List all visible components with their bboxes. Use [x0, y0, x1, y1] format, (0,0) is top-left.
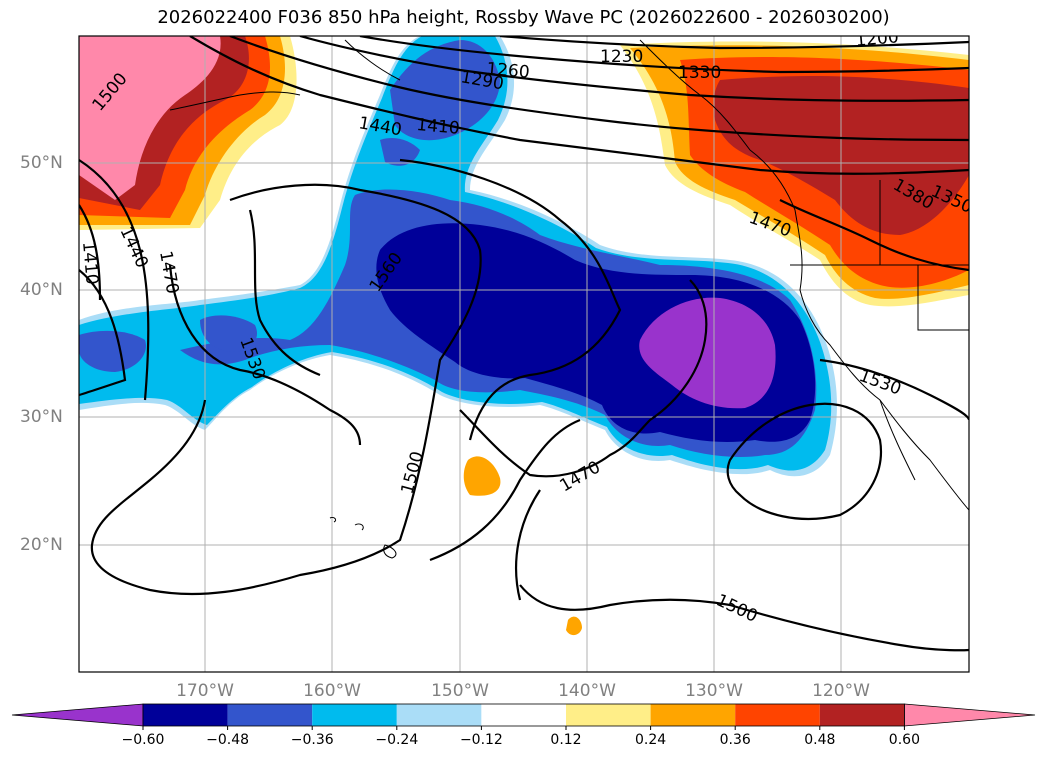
colorbar-swatch: [735, 704, 820, 726]
colorbar-tick-label: 0.48: [804, 732, 836, 748]
contour-label: 1260: [486, 59, 531, 83]
lon-label: 140°W: [558, 681, 616, 701]
contour-label: 1470: [155, 249, 182, 295]
lat-label: 20°N: [20, 535, 63, 555]
colorbar-tick-label: −0.48: [206, 732, 250, 748]
colorbar-tick-label: −0.24: [375, 732, 419, 748]
colorbar-swatch: [143, 704, 228, 726]
colorbar-swatch: [396, 704, 482, 726]
contour-label: 1470: [557, 457, 604, 496]
map-frame: [78, 35, 970, 673]
colorbar-extend-low: [11, 703, 144, 727]
positive-patch-central: [463, 456, 501, 496]
colorbar-swatch: [481, 704, 566, 726]
contour-label: 1440: [115, 224, 151, 272]
contour-label: 1500: [398, 449, 429, 496]
map-title: 2026022400 F036 850 hPa height, Rossby W…: [157, 7, 890, 28]
contour-label: 1410: [416, 115, 461, 139]
colorbar-swatch: [819, 704, 905, 726]
contour-label: 1330: [678, 63, 721, 83]
height-contours: [79, 36, 969, 652]
lat-label: 50°N: [20, 153, 63, 173]
colorbar-swatch: [227, 704, 313, 726]
coastlines: [169, 39, 969, 559]
colorbar-swatch: [650, 704, 736, 726]
graticule: [79, 36, 969, 672]
lon-label: 150°W: [431, 681, 489, 701]
colorbar-swatch: [312, 704, 397, 726]
colorbar-swatch: [566, 704, 651, 726]
lon-label: 120°W: [812, 681, 870, 701]
colorbar: [11, 703, 1036, 730]
colorbar-tick-label: 0.36: [719, 732, 751, 748]
contour-label: 1230: [600, 47, 643, 67]
positive-patch-south: [566, 616, 582, 636]
contour-label: 1410: [78, 241, 102, 286]
lon-label: 160°W: [303, 681, 361, 701]
colorbar-tick-label: 0.60: [888, 732, 920, 748]
colorbar-tick-label: 0.24: [635, 732, 667, 748]
lon-label: 170°W: [176, 681, 234, 701]
colorbar-extend-high: [904, 703, 1036, 727]
colorbar-tick-label: −0.60: [121, 732, 165, 748]
colorbar-tick-label: −0.36: [290, 732, 334, 748]
positive-anomaly-northwest: [79, 36, 297, 230]
colorbar-outline: [142, 703, 905, 727]
lat-label: 30°N: [20, 407, 63, 427]
colorbar-tick-label: −0.12: [459, 732, 503, 748]
contour-label: 1530: [856, 366, 903, 400]
lon-label: 130°W: [685, 681, 743, 701]
colorbar-tick-label: 0.12: [550, 732, 582, 748]
contour-label: 1200: [855, 27, 900, 51]
lat-label: 40°N: [20, 280, 63, 300]
contour-label: 1500: [713, 590, 761, 626]
negative-anomaly-band: [79, 36, 837, 477]
